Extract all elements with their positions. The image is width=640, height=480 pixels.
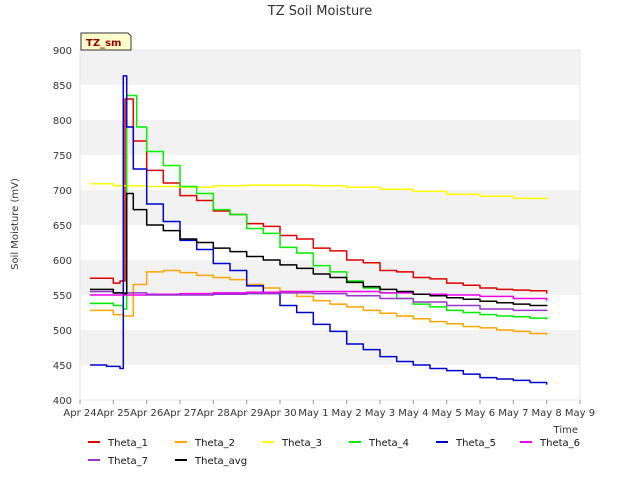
badge-text: TZ_sm xyxy=(86,38,121,49)
x-tick-label: Apr 27 xyxy=(163,408,196,419)
grid-band xyxy=(80,365,580,400)
tz-sm-badge: TZ_sm xyxy=(80,32,132,51)
legend-label: Theta_1 xyxy=(107,438,148,449)
series-line-theta-5 xyxy=(90,75,548,385)
legend-label: Theta_avg xyxy=(194,456,247,467)
grid-band xyxy=(80,50,580,85)
series-line-theta-avg xyxy=(90,192,548,307)
legend-label: Theta_4 xyxy=(368,438,409,449)
y-tick-label: 850 xyxy=(53,81,72,92)
x-tick-label: May 3 xyxy=(365,408,395,419)
x-tick-label: Apr 28 xyxy=(197,408,230,419)
y-tick-label: 700 xyxy=(53,186,72,197)
y-axis-label: Soil Moisture (mV) xyxy=(10,178,21,270)
x-tick-label: May 5 xyxy=(432,408,462,419)
x-axis-ticks: Apr 24 Apr 25 Apr 26 Apr 27 Apr 28 Apr 29 Apr … xyxy=(63,400,595,419)
chart-title: TZ Soil Moisture xyxy=(267,4,373,19)
y-tick-label: 400 xyxy=(53,396,72,407)
legend-label: Theta_2 xyxy=(194,438,235,449)
series-line-theta-2 xyxy=(90,269,548,335)
y-tick-label: 600 xyxy=(53,256,72,267)
x-tick-label: May 9 xyxy=(565,408,595,419)
x-axis-label: Time xyxy=(553,425,578,436)
grid-bands xyxy=(79,49,581,401)
y-tick-label: 900 xyxy=(53,46,72,57)
y-tick-label: 500 xyxy=(53,326,72,337)
series-line-theta-7 xyxy=(90,290,548,312)
legend-label: Theta_7 xyxy=(107,456,148,467)
y-tick-label: 750 xyxy=(53,151,72,162)
x-tick-label: Apr 24 xyxy=(63,408,96,419)
y-tick-label: 550 xyxy=(53,291,72,302)
legend: Theta_1 Theta_2 Theta_3 Theta_4 Theta_5 Theta… xyxy=(88,438,580,467)
grid-band xyxy=(80,120,580,155)
legend-label: Theta_5 xyxy=(455,438,496,449)
y-axis-ticks: 400 450 500 550 600 650 700 750 800 850 900 xyxy=(53,46,72,407)
plot-border xyxy=(79,49,581,401)
grid-band xyxy=(80,330,580,365)
x-tick-label: Apr 25 xyxy=(97,408,130,419)
grid-band xyxy=(80,190,580,225)
x-tick-label: May 4 xyxy=(398,408,428,419)
grid-band xyxy=(80,155,580,190)
grid-band xyxy=(80,225,580,260)
x-tick-label: Apr 29 xyxy=(230,408,263,419)
x-tick-label: May 2 xyxy=(332,408,362,419)
series-line-theta-1 xyxy=(90,98,548,294)
x-tick-label: May 6 xyxy=(465,408,495,419)
series-line-theta-3 xyxy=(90,182,548,200)
x-tick-label: Apr 30 xyxy=(263,408,296,419)
grid-band xyxy=(80,85,580,120)
x-tick-label: May 8 xyxy=(532,408,562,419)
y-tick-label: 650 xyxy=(53,221,72,232)
y-tick-label: 450 xyxy=(53,361,72,372)
legend-label: Theta_3 xyxy=(281,438,322,449)
x-tick-label: Apr 26 xyxy=(130,408,163,419)
series-line-theta-4 xyxy=(90,94,548,320)
plot-area xyxy=(90,75,548,385)
legend-label: Theta_6 xyxy=(539,438,580,449)
series-line-theta-6 xyxy=(90,290,548,301)
x-tick-label: May 1 xyxy=(298,408,328,419)
y-tick-label: 800 xyxy=(53,116,72,127)
x-tick-label: May 7 xyxy=(498,408,528,419)
